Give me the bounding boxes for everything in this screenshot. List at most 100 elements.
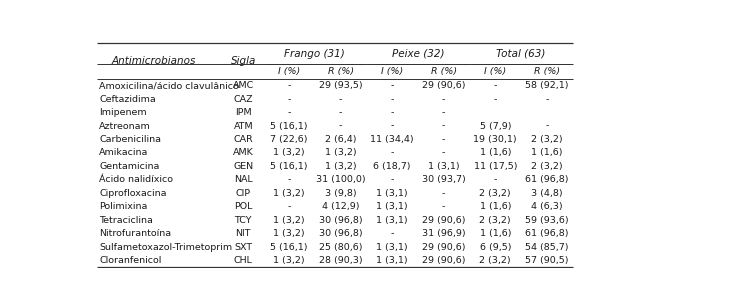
Text: -: - <box>390 108 394 117</box>
Text: 11 (34,4): 11 (34,4) <box>370 135 414 144</box>
Text: 31 (100,0): 31 (100,0) <box>316 175 365 184</box>
Text: -: - <box>390 95 394 104</box>
Text: 1 (3,1): 1 (3,1) <box>376 202 408 211</box>
Text: -: - <box>442 189 445 198</box>
Text: 4 (6,3): 4 (6,3) <box>531 202 562 211</box>
Text: Amikacina: Amikacina <box>99 148 149 157</box>
Text: 58 (92,1): 58 (92,1) <box>525 81 569 90</box>
Text: 29 (90,6): 29 (90,6) <box>422 256 466 265</box>
Text: -: - <box>390 81 394 90</box>
Text: -: - <box>390 122 394 131</box>
Text: Ceftazidima: Ceftazidima <box>99 95 156 104</box>
Text: Aztreonam: Aztreonam <box>99 122 151 131</box>
Text: CIP: CIP <box>236 189 251 198</box>
Text: Sulfametoxazol-Trimetoprim: Sulfametoxazol-Trimetoprim <box>99 243 232 252</box>
Text: Amoxicilina/ácido clavulânico: Amoxicilina/ácido clavulânico <box>99 81 239 90</box>
Text: 1 (3,2): 1 (3,2) <box>325 162 356 171</box>
Text: 1 (3,2): 1 (3,2) <box>273 189 305 198</box>
Text: GEN: GEN <box>234 162 253 171</box>
Text: R (%): R (%) <box>431 67 457 76</box>
Text: R (%): R (%) <box>327 67 354 76</box>
Text: 57 (90,5): 57 (90,5) <box>525 256 569 265</box>
Text: -: - <box>442 135 445 144</box>
Text: 1 (3,1): 1 (3,1) <box>428 162 460 171</box>
Text: CAZ: CAZ <box>234 95 253 104</box>
Text: 2 (3,2): 2 (3,2) <box>531 162 562 171</box>
Text: Nitrofurantoína: Nitrofurantoína <box>99 229 172 238</box>
Text: AMC: AMC <box>233 81 254 90</box>
Text: -: - <box>442 202 445 211</box>
Text: -: - <box>494 95 497 104</box>
Text: 1 (1,6): 1 (1,6) <box>479 229 511 238</box>
Text: 1 (3,2): 1 (3,2) <box>273 256 305 265</box>
Text: Total (63): Total (63) <box>497 48 546 58</box>
Text: -: - <box>339 95 342 104</box>
Text: 2 (6,4): 2 (6,4) <box>325 135 356 144</box>
Text: 1 (3,2): 1 (3,2) <box>325 148 356 157</box>
Text: -: - <box>545 95 549 104</box>
Text: I (%): I (%) <box>278 67 300 76</box>
Text: -: - <box>339 122 342 131</box>
Text: 1 (3,2): 1 (3,2) <box>273 216 305 225</box>
Text: 61 (96,8): 61 (96,8) <box>525 175 569 184</box>
Text: ATM: ATM <box>234 122 253 131</box>
Text: -: - <box>390 175 394 184</box>
Text: 1 (3,1): 1 (3,1) <box>376 216 408 225</box>
Text: -: - <box>442 148 445 157</box>
Text: 19 (30,1): 19 (30,1) <box>473 135 517 144</box>
Text: 1 (3,1): 1 (3,1) <box>376 256 408 265</box>
Text: Ácido nalidíxico: Ácido nalidíxico <box>99 175 173 184</box>
Text: Gentamicina: Gentamicina <box>99 162 160 171</box>
Text: -: - <box>494 175 497 184</box>
Text: 28 (90,3): 28 (90,3) <box>319 256 362 265</box>
Text: -: - <box>287 202 291 211</box>
Text: 61 (96,8): 61 (96,8) <box>525 229 569 238</box>
Text: -: - <box>442 95 445 104</box>
Text: Antimicrobianos: Antimicrobianos <box>112 56 197 66</box>
Text: -: - <box>287 81 291 90</box>
Text: 1 (3,1): 1 (3,1) <box>376 189 408 198</box>
Text: 1 (1,6): 1 (1,6) <box>479 202 511 211</box>
Text: IPM: IPM <box>235 108 252 117</box>
Text: 6 (18,7): 6 (18,7) <box>373 162 411 171</box>
Text: Tetraciclina: Tetraciclina <box>99 216 153 225</box>
Text: 5 (16,1): 5 (16,1) <box>270 243 308 252</box>
Text: I (%): I (%) <box>381 67 403 76</box>
Text: Frango (31): Frango (31) <box>284 48 345 58</box>
Text: Peixe (32): Peixe (32) <box>392 48 445 58</box>
Text: 29 (93,5): 29 (93,5) <box>319 81 362 90</box>
Text: Cloranfenicol: Cloranfenicol <box>99 256 162 265</box>
Text: -: - <box>494 81 497 90</box>
Text: 29 (90,6): 29 (90,6) <box>422 216 466 225</box>
Text: Carbenicilina: Carbenicilina <box>99 135 161 144</box>
Text: 29 (90,6): 29 (90,6) <box>422 243 466 252</box>
Text: 2 (3,2): 2 (3,2) <box>531 135 562 144</box>
Text: Polimixina: Polimixina <box>99 202 147 211</box>
Text: -: - <box>545 122 549 131</box>
Text: -: - <box>442 108 445 117</box>
Text: 2 (3,2): 2 (3,2) <box>479 189 511 198</box>
Text: I (%): I (%) <box>484 67 507 76</box>
Text: Sigla: Sigla <box>231 56 256 66</box>
Text: R (%): R (%) <box>534 67 560 76</box>
Text: 11 (17,5): 11 (17,5) <box>473 162 517 171</box>
Text: 1 (3,2): 1 (3,2) <box>273 148 305 157</box>
Text: 29 (90,6): 29 (90,6) <box>422 81 466 90</box>
Text: CHL: CHL <box>234 256 253 265</box>
Text: 54 (85,7): 54 (85,7) <box>525 243 569 252</box>
Text: 1 (3,2): 1 (3,2) <box>273 229 305 238</box>
Text: 7 (22,6): 7 (22,6) <box>270 135 308 144</box>
Text: -: - <box>442 122 445 131</box>
Text: 4 (12,9): 4 (12,9) <box>322 202 359 211</box>
Text: 5 (16,1): 5 (16,1) <box>270 122 308 131</box>
Text: 1 (1,6): 1 (1,6) <box>531 148 562 157</box>
Text: 30 (96,8): 30 (96,8) <box>319 216 362 225</box>
Text: 31 (96,9): 31 (96,9) <box>422 229 466 238</box>
Text: 59 (93,6): 59 (93,6) <box>525 216 569 225</box>
Text: AMK: AMK <box>233 148 254 157</box>
Text: 25 (80,6): 25 (80,6) <box>319 243 362 252</box>
Text: 3 (4,8): 3 (4,8) <box>531 189 562 198</box>
Text: -: - <box>287 175 291 184</box>
Text: 5 (7,9): 5 (7,9) <box>479 122 511 131</box>
Text: 6 (9,5): 6 (9,5) <box>479 243 511 252</box>
